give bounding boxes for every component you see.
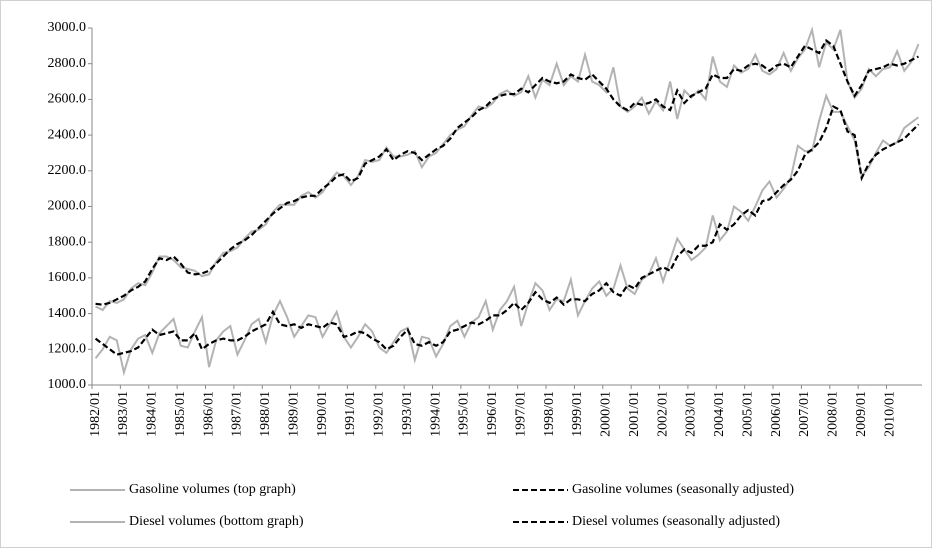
y-tick-label: 3000.0 xyxy=(48,20,87,35)
x-tick-label: 2007/01 xyxy=(797,391,812,437)
legend-label: Diesel volumes (bottom graph) xyxy=(129,514,304,529)
y-tick-label: 2800.0 xyxy=(48,56,87,71)
y-tick-label: 1600.0 xyxy=(48,270,87,285)
x-tick-label: 1990/01 xyxy=(315,391,330,437)
x-tick-label: 1987/01 xyxy=(230,391,245,437)
x-tick-label: 2009/01 xyxy=(854,391,869,437)
x-tick-label: 2002/01 xyxy=(655,391,670,437)
x-tick-label: 1992/01 xyxy=(372,391,387,437)
series-line xyxy=(94,92,920,377)
x-tick-label: 1996/01 xyxy=(485,391,500,437)
x-tick-label: 1993/01 xyxy=(400,391,415,437)
y-tick-label: 2000.0 xyxy=(48,199,87,214)
x-tick-label: 1999/01 xyxy=(570,391,585,437)
x-tick-label: 1988/01 xyxy=(258,391,273,437)
y-tick-label: 2600.0 xyxy=(48,92,87,107)
x-tick-label: 1986/01 xyxy=(201,391,216,437)
legend-label: Diesel volumes (seasonally adjusted) xyxy=(572,514,780,529)
x-tick-label: 1995/01 xyxy=(457,391,472,437)
x-tick-label: 2001/01 xyxy=(627,391,642,437)
y-tick-label: 1400.0 xyxy=(48,306,87,321)
x-tick-label: 2003/01 xyxy=(684,391,699,437)
y-tick-label: 2200.0 xyxy=(48,163,87,178)
x-tick-label: 1982/01 xyxy=(88,391,103,437)
y-tick-label: 1800.0 xyxy=(48,234,87,249)
series-line xyxy=(94,104,920,356)
x-tick-label: 1998/01 xyxy=(542,391,557,437)
x-tick-label: 1984/01 xyxy=(145,391,160,437)
y-tick-label: 1000.0 xyxy=(48,377,87,392)
x-tick-label: 2005/01 xyxy=(740,391,755,437)
x-tick-label: 2004/01 xyxy=(712,391,727,437)
x-tick-label: 1994/01 xyxy=(428,391,443,437)
x-tick-label: 1991/01 xyxy=(343,391,358,437)
series-line xyxy=(95,26,920,312)
x-tick-label: 2010/01 xyxy=(882,391,897,437)
x-tick-label: 2006/01 xyxy=(769,391,784,437)
legend-label: Gasoline volumes (seasonally adjusted) xyxy=(572,482,794,497)
y-tick-label: 1200.0 xyxy=(48,342,87,357)
x-tick-label: 2008/01 xyxy=(826,391,841,437)
x-tick-label: 1997/01 xyxy=(513,391,528,437)
x-tick-label: 1989/01 xyxy=(286,391,301,437)
y-tick-label: 2400.0 xyxy=(48,127,87,142)
series-line xyxy=(95,38,919,306)
x-tick-label: 1985/01 xyxy=(173,391,188,437)
x-tick-label: 2000/01 xyxy=(599,391,614,437)
x-tick-label: 1983/01 xyxy=(116,391,131,437)
legend-label: Gasoline volumes (top graph) xyxy=(129,482,296,497)
